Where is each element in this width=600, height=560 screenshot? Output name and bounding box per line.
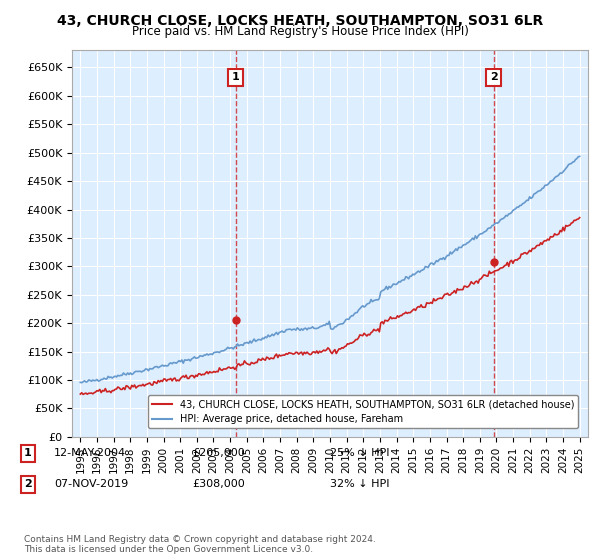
Text: 32% ↓ HPI: 32% ↓ HPI (330, 479, 389, 489)
Text: 43, CHURCH CLOSE, LOCKS HEATH, SOUTHAMPTON, SO31 6LR: 43, CHURCH CLOSE, LOCKS HEATH, SOUTHAMPT… (57, 14, 543, 28)
Text: 1: 1 (232, 72, 239, 82)
Text: Price paid vs. HM Land Registry's House Price Index (HPI): Price paid vs. HM Land Registry's House … (131, 25, 469, 38)
Text: 25% ↓ HPI: 25% ↓ HPI (330, 449, 389, 459)
Text: 2: 2 (24, 479, 32, 489)
Text: 1: 1 (24, 449, 32, 459)
Legend: 43, CHURCH CLOSE, LOCKS HEATH, SOUTHAMPTON, SO31 6LR (detached house), HPI: Aver: 43, CHURCH CLOSE, LOCKS HEATH, SOUTHAMPT… (148, 395, 578, 428)
Text: 07-NOV-2019: 07-NOV-2019 (54, 479, 128, 489)
Text: 12-MAY-2004: 12-MAY-2004 (54, 449, 126, 459)
Text: Contains HM Land Registry data © Crown copyright and database right 2024.
This d: Contains HM Land Registry data © Crown c… (24, 535, 376, 554)
Text: £205,000: £205,000 (192, 449, 245, 459)
Text: 2: 2 (490, 72, 497, 82)
Text: £308,000: £308,000 (192, 479, 245, 489)
